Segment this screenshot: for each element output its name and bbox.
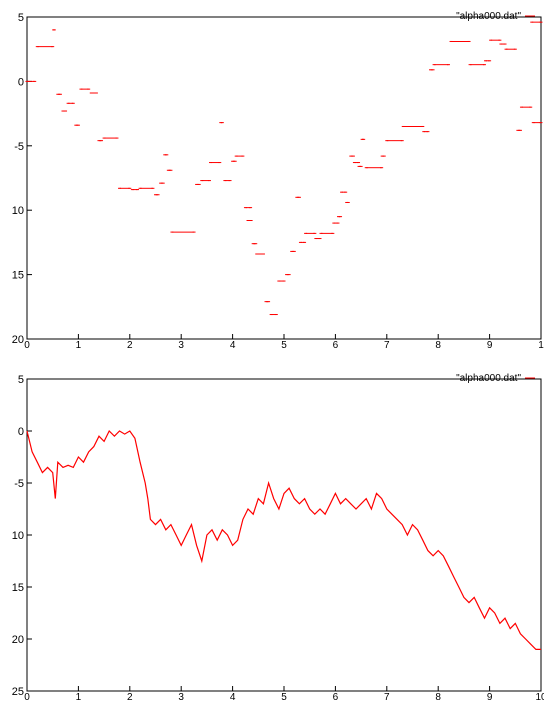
x-tick-label: 8: [435, 692, 441, 703]
y-tick-label: 20: [12, 334, 24, 346]
legend-label: "alpha000.dat": [456, 11, 521, 22]
x-tick-label: 2: [127, 340, 133, 351]
x-tick-label: 10: [535, 692, 544, 703]
y-tick-label: 10: [12, 530, 24, 542]
x-tick-label: 9: [487, 692, 493, 703]
y-tick-label: 5: [18, 12, 24, 24]
x-tick-label: 3: [178, 340, 184, 351]
x-tick-label: 4: [230, 692, 236, 703]
y-tick-label: 15: [12, 270, 24, 282]
y-tick-label: 25: [12, 686, 24, 698]
x-tick-label: 3: [178, 692, 184, 703]
y-tick-label: 15: [12, 582, 24, 594]
plot-frame: [26, 378, 542, 692]
y-tick-label: 20: [12, 634, 24, 646]
x-tick-label: 7: [384, 340, 390, 351]
x-tick-label: 6: [333, 340, 339, 351]
x-tick-label: 5: [281, 692, 287, 703]
legend-label: "alpha000.dat": [456, 373, 521, 384]
series-line: [26, 429, 541, 650]
y-tick-label: 0: [18, 76, 24, 88]
y-tick-label: -5: [14, 141, 24, 153]
x-tick-label: 6: [333, 692, 339, 703]
x-tick-label: 7: [384, 692, 390, 703]
x-tick-label: 0: [24, 340, 30, 351]
x-tick-label: 2: [127, 692, 133, 703]
y-tick-label: 10: [12, 205, 24, 217]
x-tick-label: 8: [435, 340, 441, 351]
x-tick-label: 1: [538, 340, 544, 351]
x-tick-label: 9: [487, 340, 493, 351]
x-tick-label: 0: [24, 692, 30, 703]
y-tick-label: 5: [18, 374, 24, 386]
y-tick-label: 0: [18, 426, 24, 438]
x-tick-label: 1: [76, 340, 82, 351]
x-tick-label: 5: [281, 340, 287, 351]
x-tick-label: 1: [76, 692, 82, 703]
y-tick-label: -5: [14, 478, 24, 490]
x-tick-label: 4: [230, 340, 236, 351]
plot-frame: [26, 16, 542, 340]
